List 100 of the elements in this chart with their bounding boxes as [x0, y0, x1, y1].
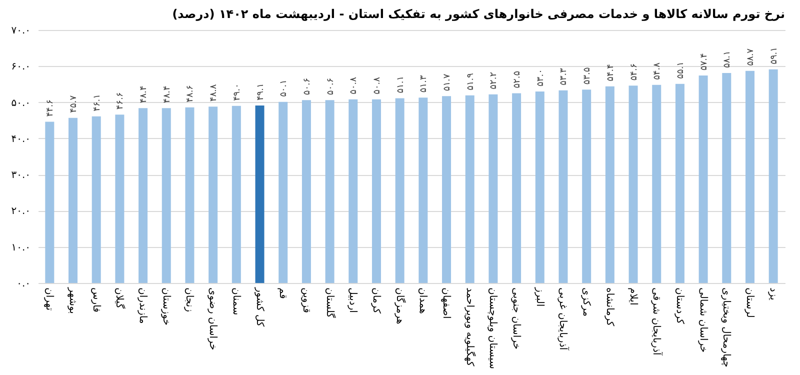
y-tick-label: ۷۰.۰: [11, 26, 30, 36]
bar: [488, 94, 498, 283]
data-label: ۴۸.۶: [186, 84, 196, 102]
bar: [92, 116, 101, 283]
x-tick-label: البرز: [534, 286, 545, 307]
bar: [45, 122, 54, 283]
data-label: ۵۰.۸: [349, 76, 360, 94]
data-label: ۵۰.۸: [372, 76, 382, 94]
x-tick-label: آذربایجان غربی: [557, 288, 570, 352]
y-tick-label: ۴۰.۰: [11, 134, 30, 145]
x-tick-label: اردبیل: [347, 288, 358, 313]
bar: [395, 98, 404, 283]
bar: [465, 95, 474, 283]
bar: [582, 90, 592, 283]
data-label: ۵۰.۶: [326, 78, 336, 96]
x-tick-label: لرستان: [744, 288, 755, 318]
x-tick-label: یزد: [767, 288, 778, 300]
data-label: ۵۸.۱: [722, 50, 733, 68]
y-tick-label: ۲۰.۰: [11, 206, 30, 218]
x-tick-label: قم: [277, 288, 288, 300]
bar: [628, 86, 638, 283]
x-tick-label: کهگیلویه وبویراحمد: [464, 288, 476, 367]
data-label: ۵۰.۱: [279, 80, 290, 97]
y-tick-label: ۵۰.۰: [11, 98, 30, 109]
bar: [162, 108, 171, 283]
data-label: ۵۹.۱: [769, 47, 780, 64]
x-tick-label: گیلان: [114, 288, 126, 309]
bar: [698, 76, 708, 283]
x-tick-label: اصفهان: [440, 288, 452, 319]
x-tick-label: مرکزی: [580, 288, 592, 316]
data-label: ۵۴.۶: [629, 63, 640, 81]
bar: [348, 99, 358, 283]
x-tick-label: کل کشور: [254, 286, 265, 327]
x-tick-label: زنجان: [184, 288, 195, 312]
bar: [418, 98, 428, 283]
bar: [768, 69, 778, 283]
data-label: ۴۶.۶: [116, 92, 126, 110]
bar: [208, 106, 218, 283]
data-label: ۵۳.۳: [559, 68, 570, 86]
x-tick-label: خراسان رضوی: [207, 288, 218, 350]
x-tick-label: سمنان: [230, 288, 242, 316]
bar: [232, 106, 241, 283]
data-label: ۴۸.۴: [139, 86, 150, 104]
x-tick-label: آذربایجان شرقی: [650, 288, 664, 356]
data-label: ۴۹.۰: [232, 84, 242, 101]
x-tick-label: چهارمحال وبختیاری: [720, 288, 732, 368]
data-label: ۵۱.۱: [396, 76, 406, 94]
bar: [722, 73, 732, 283]
x-tick-label: خوزستان: [160, 288, 172, 326]
data-label: ۵۴.۸: [652, 62, 663, 80]
x-tick-label: کرمانشاه: [604, 288, 615, 326]
bar: [745, 70, 754, 283]
bar: [278, 102, 288, 283]
data-label: ۴۸.۴: [162, 86, 172, 104]
bar: [302, 100, 311, 283]
bar: [185, 107, 194, 283]
y-tick-label: ۳۰.۰: [11, 170, 30, 182]
data-label: ۵۵.۱: [676, 61, 686, 79]
bar: [652, 84, 662, 283]
data-label: ۵۴.۴: [606, 64, 616, 82]
y-tick-label: ۰.۰: [16, 278, 30, 290]
x-tick-label: ایلام: [627, 288, 638, 306]
x-tick-label: تهران: [44, 288, 55, 311]
bar: [68, 118, 78, 283]
x-tick-label: قزوین: [300, 288, 312, 314]
bar: [442, 96, 452, 283]
data-label: ۵۳.۵: [582, 67, 593, 85]
x-tick-label: هرمزگان: [394, 288, 406, 324]
bar: [675, 84, 684, 283]
data-label: ۵۳.۰: [536, 69, 546, 86]
bar: [138, 108, 148, 283]
x-tick-label: مازندران: [137, 288, 148, 324]
x-tick-label: خراسان جنوبی: [510, 288, 522, 350]
data-label: ۴۹.۱: [256, 83, 266, 101]
x-tick-label: سیستان وبلوچستان: [487, 288, 498, 370]
bar: [605, 86, 614, 283]
bar: [512, 93, 522, 283]
x-tick-label: همدان: [417, 288, 428, 314]
data-label: ۴۶.۱: [92, 94, 102, 112]
data-label: ۵۲.۵: [512, 70, 523, 88]
bar: [115, 114, 124, 283]
x-tick-label: کردستان: [674, 288, 685, 324]
data-label: ۴۵.۷: [69, 95, 80, 113]
y-tick-label: ۱۰.۰: [11, 242, 30, 254]
x-tick-label: کرمان: [370, 288, 382, 314]
data-label: ۴۸.۸: [209, 84, 220, 102]
data-label: ۵۲.۲: [489, 72, 500, 90]
data-label: ۵۱.۷: [442, 74, 453, 92]
data-label: ۵۸.۷: [746, 48, 756, 66]
bar: [535, 91, 544, 283]
bar: [255, 106, 264, 283]
bar: [558, 90, 568, 283]
data-label: ۵۱.۳: [419, 75, 430, 93]
x-tick-label: بوشهر: [67, 286, 78, 314]
x-tick-label: گلستان: [324, 288, 336, 318]
data-label: ۵۱.۹: [466, 72, 476, 90]
data-label: ۵۷.۴: [699, 53, 710, 71]
bar: [372, 99, 381, 283]
y-tick-label: ۶۰.۰: [11, 62, 30, 73]
x-tick-label: خراسان شمالی: [697, 288, 708, 353]
